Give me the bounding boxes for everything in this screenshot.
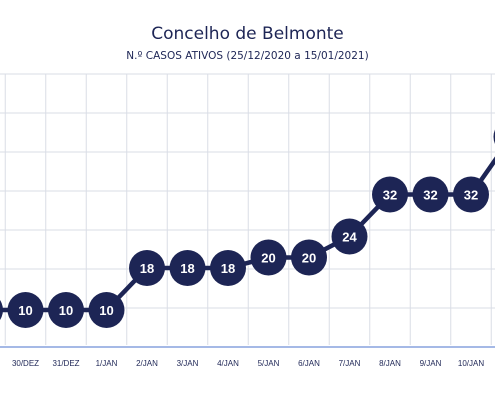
data-label: 10 [99,303,113,318]
x-tick-label: 5/JAN [258,359,280,368]
data-point [210,250,246,286]
data-point [291,239,327,276]
data-label: 32 [423,188,437,203]
data-label: 20 [261,251,275,266]
data-point [129,250,165,286]
x-tick-label: 31/DEZ [52,359,79,368]
data-point [7,292,44,328]
data-label: 32 [383,188,397,203]
data-label: 32 [464,188,478,203]
data-markers: 10 10 10 18 18 18 20 20 24 32 32 32 [0,129,495,328]
x-tick-label: 1/JAN [96,359,118,368]
series-line [0,156,495,313]
data-point [88,292,125,328]
data-point [48,292,84,328]
data-point [0,300,3,320]
x-tick-labels: 30/DEZ 31/DEZ 1/JAN 2/JAN 3/JAN 4/JAN 5/JAN 6/J… [12,359,484,368]
x-tick-label: 8/JAN [379,359,401,368]
x-tick-label: 4/JAN [217,359,239,368]
data-label: 10 [18,303,32,318]
x-tick-label: 6/JAN [298,359,320,368]
data-label: 18 [140,261,154,276]
data-label: 10 [59,303,73,318]
chart-title: Concelho de Belmonte [151,24,344,44]
data-point [250,239,287,276]
data-label: 18 [221,261,235,276]
data-point [331,218,368,255]
x-tick-label: 30/DEZ [12,359,39,368]
chart-subtitle: N.º CASOS ATIVOS (25/12/2020 a 15/01/202… [126,50,369,62]
data-point [372,176,408,213]
x-tick-label: 10/JAN [458,359,484,368]
data-point [412,176,449,213]
data-point [453,176,489,213]
data-label: 18 [180,261,194,276]
series-line-group [0,156,495,313]
data-label: 24 [342,230,357,245]
gridlines [0,73,495,345]
data-point [169,250,206,286]
x-tick-label: 2/JAN [136,359,158,368]
x-tick-label: 9/JAN [420,359,442,368]
x-tick-label: 7/JAN [339,359,361,368]
data-label: 20 [302,251,316,266]
x-tick-label: 3/JAN [177,359,199,368]
